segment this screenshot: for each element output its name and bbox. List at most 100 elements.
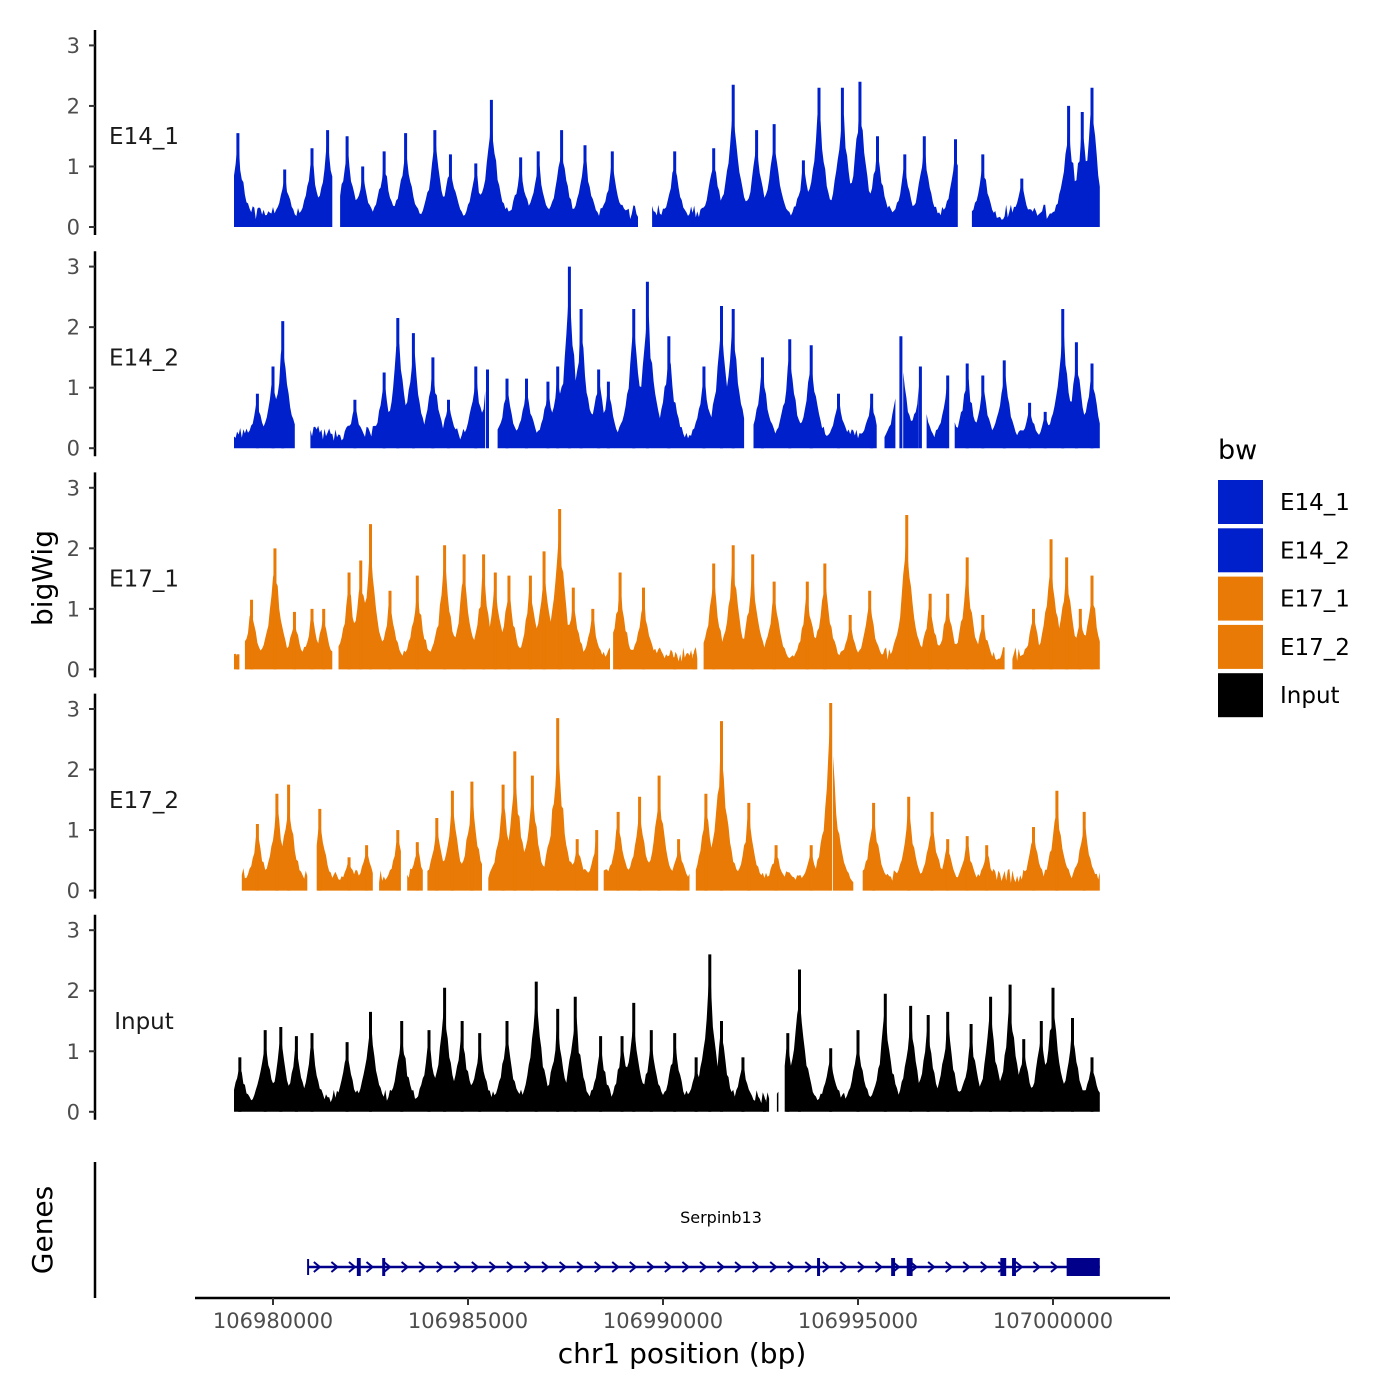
gene-strand-arrow xyxy=(594,1261,603,1273)
y-tick-label: 0 xyxy=(67,437,80,461)
gene-strand-arrow xyxy=(471,1261,480,1273)
legend-items: E14_1 E14_2 E17_1 E17_2 Input xyxy=(1218,480,1350,718)
y-tick-label: 3 xyxy=(67,34,80,58)
gene-strand-arrow xyxy=(945,1261,954,1273)
y-tick-label: 3 xyxy=(67,476,80,500)
gene-exon xyxy=(817,1258,821,1276)
gene-model xyxy=(307,1258,1100,1276)
y-tick-label: 2 xyxy=(67,979,80,1003)
gene-strand-arrow xyxy=(646,1261,655,1273)
signal-area-E17_1 xyxy=(234,526,1100,670)
track-label: E14_2 xyxy=(109,345,179,371)
gene-strand-arrow xyxy=(822,1261,831,1273)
track-label: Input xyxy=(114,1009,174,1035)
gene-strand-arrow xyxy=(734,1261,743,1273)
gene-strand-arrow xyxy=(383,1261,392,1273)
gene-strand-arrow xyxy=(1050,1261,1059,1273)
gene-strand-arrow xyxy=(506,1261,515,1273)
legend-label-E17_2: E17_2 xyxy=(1280,635,1350,661)
gene-strand-arrow xyxy=(400,1261,410,1273)
gene-strand-arrow xyxy=(453,1261,462,1273)
gene-strand-arrow xyxy=(839,1261,848,1273)
gene-strand-arrow xyxy=(313,1261,322,1273)
legend-swatch-Input xyxy=(1218,673,1263,718)
y-tick-label: 1 xyxy=(67,376,80,400)
y-tick-label: 2 xyxy=(67,537,80,561)
genes-axis-title: Genes xyxy=(26,1186,59,1274)
y-tick-label: 1 xyxy=(67,597,80,621)
gene-strand-arrow xyxy=(769,1261,778,1273)
gene-strand-arrow xyxy=(418,1261,427,1273)
y-tick-label: 2 xyxy=(67,758,80,782)
gene-strand-arrow xyxy=(576,1261,585,1273)
gene-strand-arrow xyxy=(558,1261,568,1273)
gene-exon xyxy=(1012,1258,1016,1276)
signal-area-Input xyxy=(234,958,1100,1112)
y-axis-title: bigWig xyxy=(26,530,59,626)
y-tick-label: 0 xyxy=(67,658,80,682)
track-E14_1: 0 1 2 3 E14_1 xyxy=(67,30,1100,240)
track-E14_2: 0 1 2 3 E14_2 xyxy=(67,251,1100,461)
gene-strand-arrow xyxy=(699,1261,708,1273)
y-tick-label: 2 xyxy=(67,94,80,118)
y-tick-label: 3 xyxy=(67,698,80,722)
gene-strand-arrow xyxy=(348,1261,357,1273)
x-tick-label: 106980000 xyxy=(213,1309,333,1333)
legend-swatch-E17_2 xyxy=(1218,624,1263,669)
x-tick-label: 106995000 xyxy=(798,1309,918,1333)
gene-strand-arrow xyxy=(330,1261,339,1273)
gene-strand-arrow xyxy=(751,1261,761,1273)
signal-area-E17_2 xyxy=(241,724,1100,891)
gene-strand-arrow xyxy=(716,1261,726,1273)
gene-strand-arrow xyxy=(857,1261,866,1273)
signal-tracks: 0 1 2 3 E14_1 0 1 2 3 E14_2 0 1 2 3 E17_1 0 1 2 3 E17_2 0 1 2 3… xyxy=(67,30,1100,1124)
legend-label-E17_1: E17_1 xyxy=(1280,587,1350,613)
x-axis: 106980000 106985000 106990000 106995000 1070… xyxy=(195,1296,1170,1370)
x-tick-label: 106985000 xyxy=(408,1309,528,1333)
legend-title: bw xyxy=(1218,435,1257,466)
gene-strand-arrow xyxy=(365,1261,375,1273)
y-tick-label: 3 xyxy=(67,255,80,279)
signal-area-E14_2 xyxy=(234,279,1100,449)
legend-swatch-E14_1 xyxy=(1218,480,1263,524)
gene-strand-arrow xyxy=(787,1261,796,1273)
gene-strand-arrow xyxy=(629,1261,638,1273)
gene-track: Genes Serpinb13 xyxy=(26,1162,1100,1298)
y-tick-label: 0 xyxy=(67,879,80,903)
gene-strand-arrow xyxy=(874,1261,884,1273)
y-tick-label: 3 xyxy=(67,919,80,943)
gene-label: Serpinb13 xyxy=(680,1208,762,1227)
gene-exon xyxy=(906,1258,913,1276)
track-E17_2: 0 1 2 3 E17_2 xyxy=(67,693,1100,903)
gene-strand-arrow xyxy=(804,1261,813,1273)
x-tick-label: 107000000 xyxy=(993,1309,1113,1333)
gene-strand-arrow xyxy=(1015,1261,1024,1273)
legend: bw E14_1 E14_2 E17_1 E17_2 Input xyxy=(1218,435,1350,718)
legend-swatch-E17_1 xyxy=(1218,576,1263,621)
y-tick-label: 2 xyxy=(67,316,80,340)
y-axis-title-group: bigWig xyxy=(26,530,59,626)
track-Input: 0 1 2 3 Input xyxy=(67,914,1100,1124)
gene-strand-arrow xyxy=(523,1261,533,1273)
gene-strand-arrow xyxy=(927,1261,936,1273)
track-label: E14_1 xyxy=(109,124,179,150)
gene-exon xyxy=(1066,1258,1100,1276)
gene-strand-arrow xyxy=(1032,1261,1041,1273)
y-tick-label: 1 xyxy=(67,155,80,179)
y-tick-label: 0 xyxy=(67,216,80,240)
gene-strand-arrow xyxy=(541,1261,550,1273)
gene-exon xyxy=(382,1258,386,1276)
gene-strand-arrow xyxy=(962,1261,971,1273)
gene-exon xyxy=(891,1258,896,1276)
track-E17_1: 0 1 2 3 E17_1 xyxy=(67,472,1100,682)
gene-strand-arrow xyxy=(681,1261,690,1273)
gene-strand-arrow xyxy=(980,1261,989,1273)
gene-exon xyxy=(356,1258,361,1276)
gene-strand-arrow xyxy=(488,1261,497,1273)
y-tick-label: 1 xyxy=(67,819,80,843)
y-tick-label: 0 xyxy=(67,1100,80,1124)
track-label: E17_2 xyxy=(109,788,179,814)
x-ticks: 106980000 106985000 106990000 106995000 1070… xyxy=(213,1298,1113,1333)
gene-strand-arrow xyxy=(664,1261,673,1273)
